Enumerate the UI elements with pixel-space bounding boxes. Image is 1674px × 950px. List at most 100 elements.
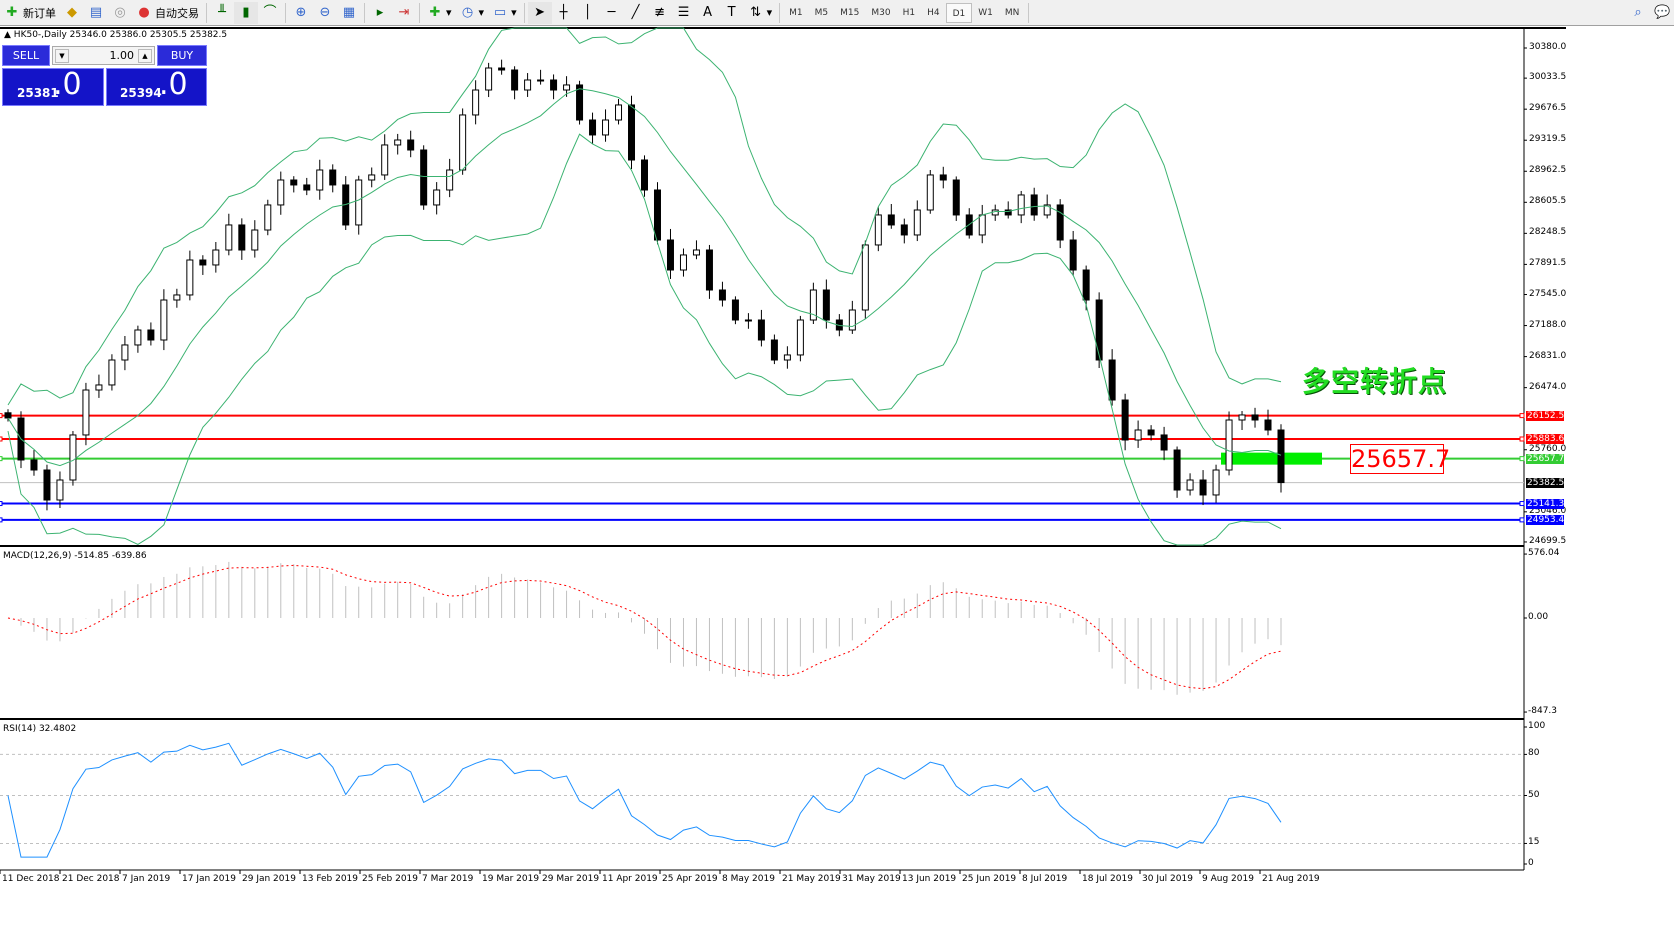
- timeframe-mn[interactable]: MN: [1004, 7, 1020, 18]
- chart-header: ▲ HK50-,Daily 25346.0 25386.0 25305.5 25…: [4, 30, 228, 40]
- text-button[interactable]: A: [696, 2, 720, 24]
- new-order-button[interactable]: ✚ 新订单: [0, 2, 60, 24]
- candle-bull: [1212, 469, 1220, 496]
- candle-bull: [1043, 204, 1051, 216]
- trendline-icon: ╱: [631, 4, 640, 20]
- price-tick-label: 28605.5: [1529, 196, 1567, 207]
- ask-price[interactable]: 25394.0: [106, 67, 207, 106]
- macd-tick-label: 576.04: [1528, 548, 1560, 559]
- candle-bear: [1056, 204, 1064, 241]
- timeframe-m30[interactable]: M30: [871, 7, 891, 18]
- indicators-button[interactable]: ✚ ▾: [423, 2, 456, 24]
- bollinger-lower-band: [7, 133, 1282, 546]
- cursor-button[interactable]: ➤: [527, 1, 552, 24]
- chart-window[interactable]: [0, 27, 1566, 890]
- volume-field[interactable]: ▼ 1.00 ▲: [52, 46, 155, 65]
- bid-price[interactable]: 25381.0: [2, 67, 104, 106]
- tile-windows-button[interactable]: ▦: [337, 2, 361, 24]
- autoscroll-button[interactable]: ▸: [368, 2, 392, 24]
- candlestick-button[interactable]: ▮: [234, 1, 258, 24]
- price-tick-label: 29319.5: [1529, 134, 1567, 145]
- price-label-box[interactable]: 25657.7: [1350, 444, 1451, 474]
- bollinger-upper-band: [7, 27, 1282, 406]
- market-watch-button[interactable]: ◆: [60, 2, 84, 24]
- candle-bear: [329, 169, 337, 186]
- trendline-button[interactable]: ╱: [624, 2, 648, 24]
- candle-bear: [30, 459, 38, 471]
- chart-shift-button[interactable]: ⇥: [392, 2, 416, 24]
- candle-bull: [563, 84, 571, 91]
- zoom-out-button[interactable]: ⊖: [313, 2, 337, 24]
- search-button[interactable]: ⌕: [1626, 2, 1650, 24]
- macd-label: MACD(12,26,9) -514.85 -639.86: [3, 551, 147, 561]
- date-label: 9 Aug 2019: [1202, 874, 1254, 884]
- volume-value[interactable]: 1.00: [109, 49, 135, 62]
- vertical-line-icon: │: [583, 4, 592, 20]
- candle-bull: [381, 144, 389, 176]
- price-tick-label: 27891.5: [1529, 258, 1567, 269]
- candle-bull: [1017, 194, 1025, 216]
- arrows-button[interactable]: ⇅ ▾: [744, 2, 777, 24]
- chat-button[interactable]: 💬: [1650, 2, 1674, 24]
- periods-button[interactable]: ◷ ▾: [456, 2, 489, 24]
- level-badge: 25657.7: [1526, 453, 1565, 464]
- auto-trading-button[interactable]: ● 自动交易: [132, 2, 203, 24]
- fibonacci-button[interactable]: ≢: [648, 2, 672, 24]
- buy-button[interactable]: BUY: [157, 45, 207, 66]
- separator: [364, 2, 365, 23]
- candle-bull: [95, 384, 103, 391]
- horizontal-line-button[interactable]: ─: [600, 2, 624, 24]
- level-badge: 26152.5: [1526, 410, 1565, 421]
- text-label-button[interactable]: T: [720, 2, 744, 24]
- volume-increase-button[interactable]: ▲: [138, 49, 152, 63]
- candle-bear: [731, 299, 739, 321]
- price-tick-label: 28248.5: [1529, 227, 1567, 238]
- fibonacci-icon: ≢: [654, 4, 666, 20]
- navigator-icon: ▤: [89, 4, 103, 20]
- candle-bull: [225, 224, 233, 251]
- candle-bear: [576, 84, 584, 121]
- timeframe-h1[interactable]: H1: [902, 7, 916, 18]
- line-handle: [1519, 501, 1525, 507]
- fibo-fan-button[interactable]: ☰: [672, 2, 696, 24]
- candle-bull: [615, 104, 623, 121]
- timeframe-w1[interactable]: W1: [978, 7, 993, 18]
- auto-trading-icon: ●: [138, 4, 150, 20]
- timeframe-m15[interactable]: M15: [840, 7, 860, 18]
- zoom-in-button[interactable]: ⊕: [289, 2, 313, 24]
- candle-bear: [589, 119, 597, 136]
- signals-button[interactable]: ◎: [108, 2, 132, 24]
- timeframe-h4[interactable]: H4: [927, 7, 940, 18]
- line-chart-button[interactable]: ⌒: [258, 2, 282, 24]
- candle-bear: [1251, 414, 1259, 421]
- timeframe-m5[interactable]: M5: [814, 7, 829, 18]
- price-tick-label: 28962.5: [1529, 165, 1567, 176]
- candle-bull: [69, 434, 77, 481]
- vertical-line-button[interactable]: │: [576, 2, 600, 24]
- sell-button[interactable]: SELL: [2, 45, 50, 66]
- candle-bear: [4, 412, 12, 419]
- navigator-button[interactable]: ▤: [84, 2, 108, 24]
- level-badge: 25883.6: [1526, 433, 1565, 444]
- annotation-text[interactable]: 多空转折点: [1302, 365, 1448, 398]
- candle-bear: [1082, 269, 1090, 301]
- timeframe-m1[interactable]: M1: [789, 7, 803, 18]
- candle-bull: [394, 139, 402, 146]
- line-handle: [0, 413, 3, 419]
- candle-bull: [82, 389, 90, 436]
- candle-bull: [134, 329, 142, 346]
- bar-chart-button[interactable]: ╨: [210, 2, 234, 24]
- separator: [206, 2, 207, 23]
- timeframe-d1[interactable]: D1: [945, 2, 973, 23]
- fibo-fan-icon: ☰: [677, 4, 690, 20]
- line-handle: [1519, 413, 1525, 419]
- volume-decrease-button[interactable]: ▼: [55, 49, 69, 63]
- separator: [1028, 2, 1030, 23]
- date-label: 21 Aug 2019: [1262, 874, 1320, 884]
- candle-bear: [498, 67, 506, 71]
- templates-button[interactable]: ▭ ▾: [493, 4, 517, 20]
- date-label: 31 May 2019: [842, 874, 901, 884]
- crosshair-button[interactable]: ┼: [552, 2, 576, 24]
- candle-bear: [1108, 359, 1116, 401]
